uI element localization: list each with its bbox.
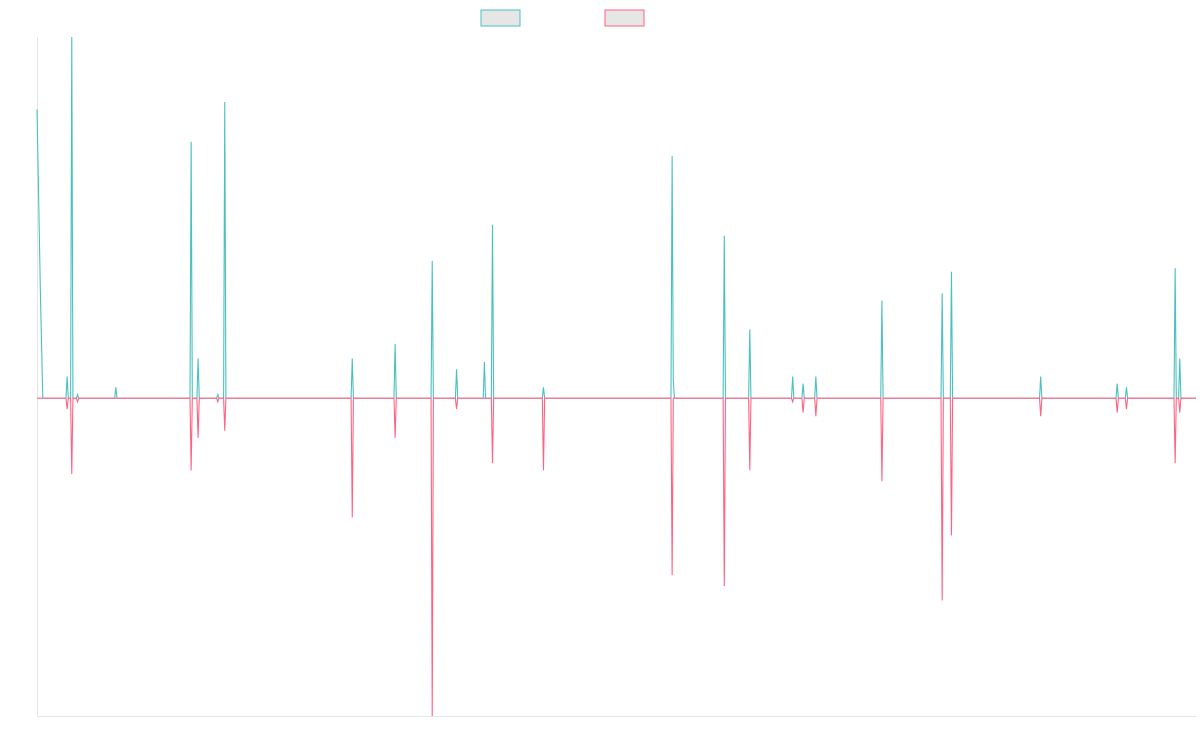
axes [37, 37, 1196, 717]
legend [480, 9, 645, 27]
series-line-2[interactable] [37, 397, 1196, 717]
legend-swatch-series-2[interactable] [604, 9, 645, 27]
series-layer [36, 36, 1196, 717]
series-line-1[interactable] [36, 36, 1196, 399]
legend-swatch-series-1[interactable] [480, 9, 521, 27]
